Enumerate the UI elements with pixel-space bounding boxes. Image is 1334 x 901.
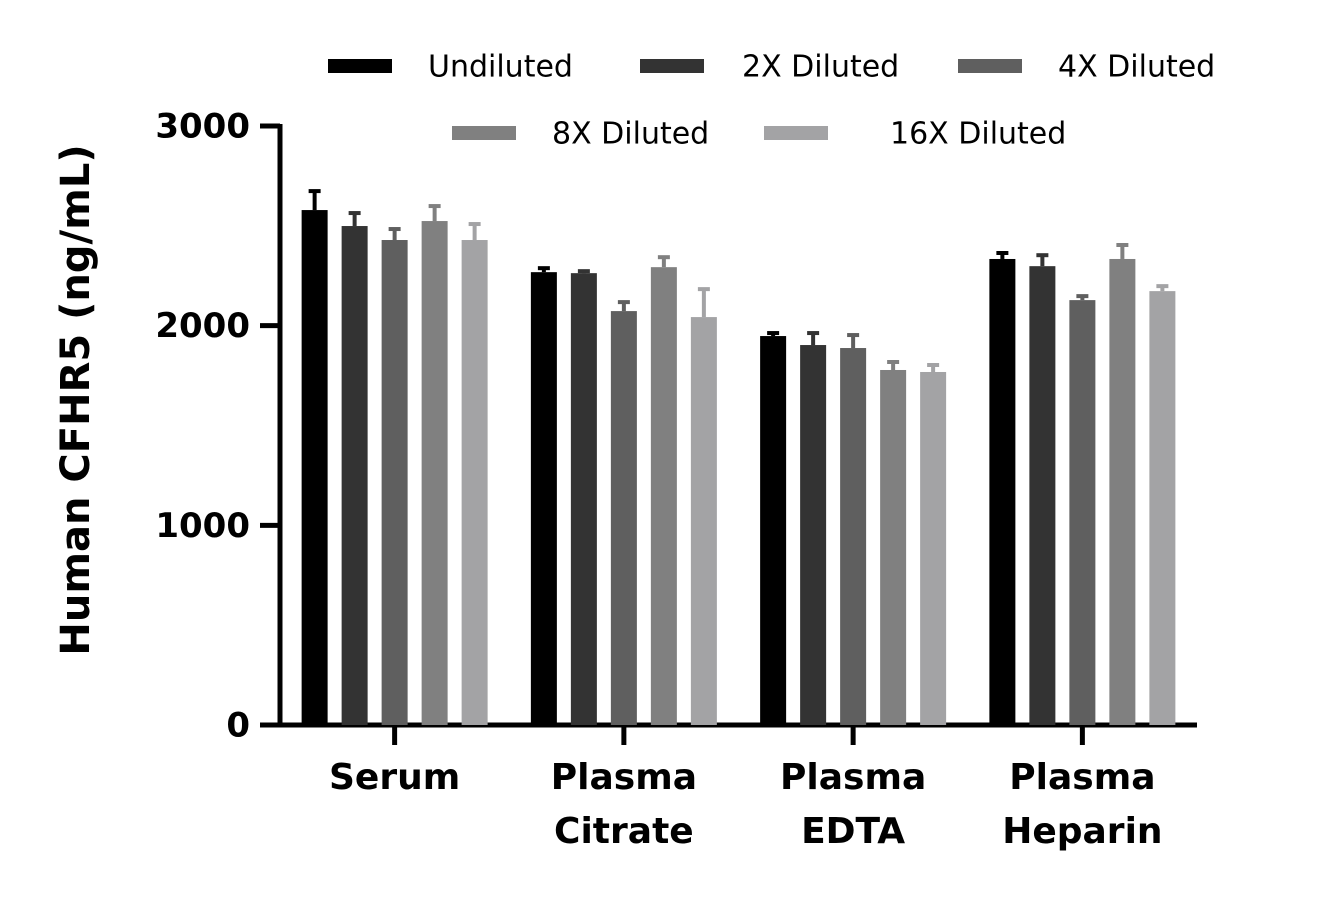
legend-swatch — [452, 126, 516, 140]
bar — [840, 348, 867, 725]
error-bar — [887, 360, 900, 370]
legend-swatch — [328, 59, 392, 73]
error-bar — [308, 189, 321, 211]
error-bar — [1156, 284, 1169, 292]
bar — [530, 272, 557, 725]
error-bar — [348, 211, 361, 227]
bar — [610, 311, 637, 725]
error-bar — [1076, 294, 1089, 301]
x-tick-label: Plasma — [551, 757, 697, 798]
error-bar — [468, 222, 481, 241]
error-bar — [927, 363, 940, 372]
error-bar — [657, 255, 670, 268]
x-tick-label: Serum — [329, 757, 460, 798]
legend-swatch — [640, 59, 704, 73]
bar — [1069, 300, 1096, 725]
bar — [989, 258, 1016, 725]
bar — [920, 371, 947, 725]
bar — [760, 336, 787, 725]
bar — [1109, 258, 1136, 725]
y-tick-label: 3000 — [155, 107, 250, 147]
y-tick-label: 1000 — [155, 506, 250, 546]
bar — [1149, 291, 1176, 725]
bar — [381, 240, 408, 725]
x-tick-label: Plasma — [1009, 757, 1155, 798]
legend-label: 2X Diluted — [742, 50, 899, 85]
y-axis-label: Human CFHR5 (ng/mL) — [53, 144, 99, 655]
error-bar — [388, 227, 401, 241]
legend-label: Undiluted — [428, 50, 573, 85]
error-bar — [617, 300, 630, 312]
bar — [570, 273, 597, 725]
legend-swatch — [958, 59, 1022, 73]
bar — [341, 226, 368, 725]
bar — [880, 369, 907, 725]
bar — [1029, 266, 1056, 725]
x-tick-label: Heparin — [1002, 811, 1162, 852]
bar — [461, 240, 488, 725]
error-bar — [767, 331, 780, 337]
x-tick-label: Plasma — [780, 757, 926, 798]
y-tick-label: 0 — [226, 706, 250, 746]
bar — [690, 317, 717, 725]
bar — [421, 221, 448, 726]
bar — [650, 267, 677, 725]
error-bar — [847, 333, 860, 349]
error-bar — [428, 204, 441, 222]
error-bar — [577, 269, 590, 274]
legend-label: 4X Diluted — [1058, 50, 1215, 85]
error-bar — [537, 266, 550, 273]
legend-swatch — [764, 126, 828, 140]
error-bar — [1036, 253, 1049, 267]
legend-label: 8X Diluted — [552, 117, 709, 152]
x-tick-label: EDTA — [801, 811, 905, 852]
error-bar — [1116, 243, 1129, 259]
error-bar — [697, 287, 710, 318]
bar — [301, 210, 328, 725]
bar — [800, 345, 827, 725]
error-bar — [996, 250, 1009, 259]
legend-label: 16X Diluted — [890, 117, 1066, 152]
y-tick-label: 2000 — [155, 306, 250, 346]
x-tick-label: Citrate — [554, 811, 694, 852]
error-bar — [807, 331, 820, 346]
